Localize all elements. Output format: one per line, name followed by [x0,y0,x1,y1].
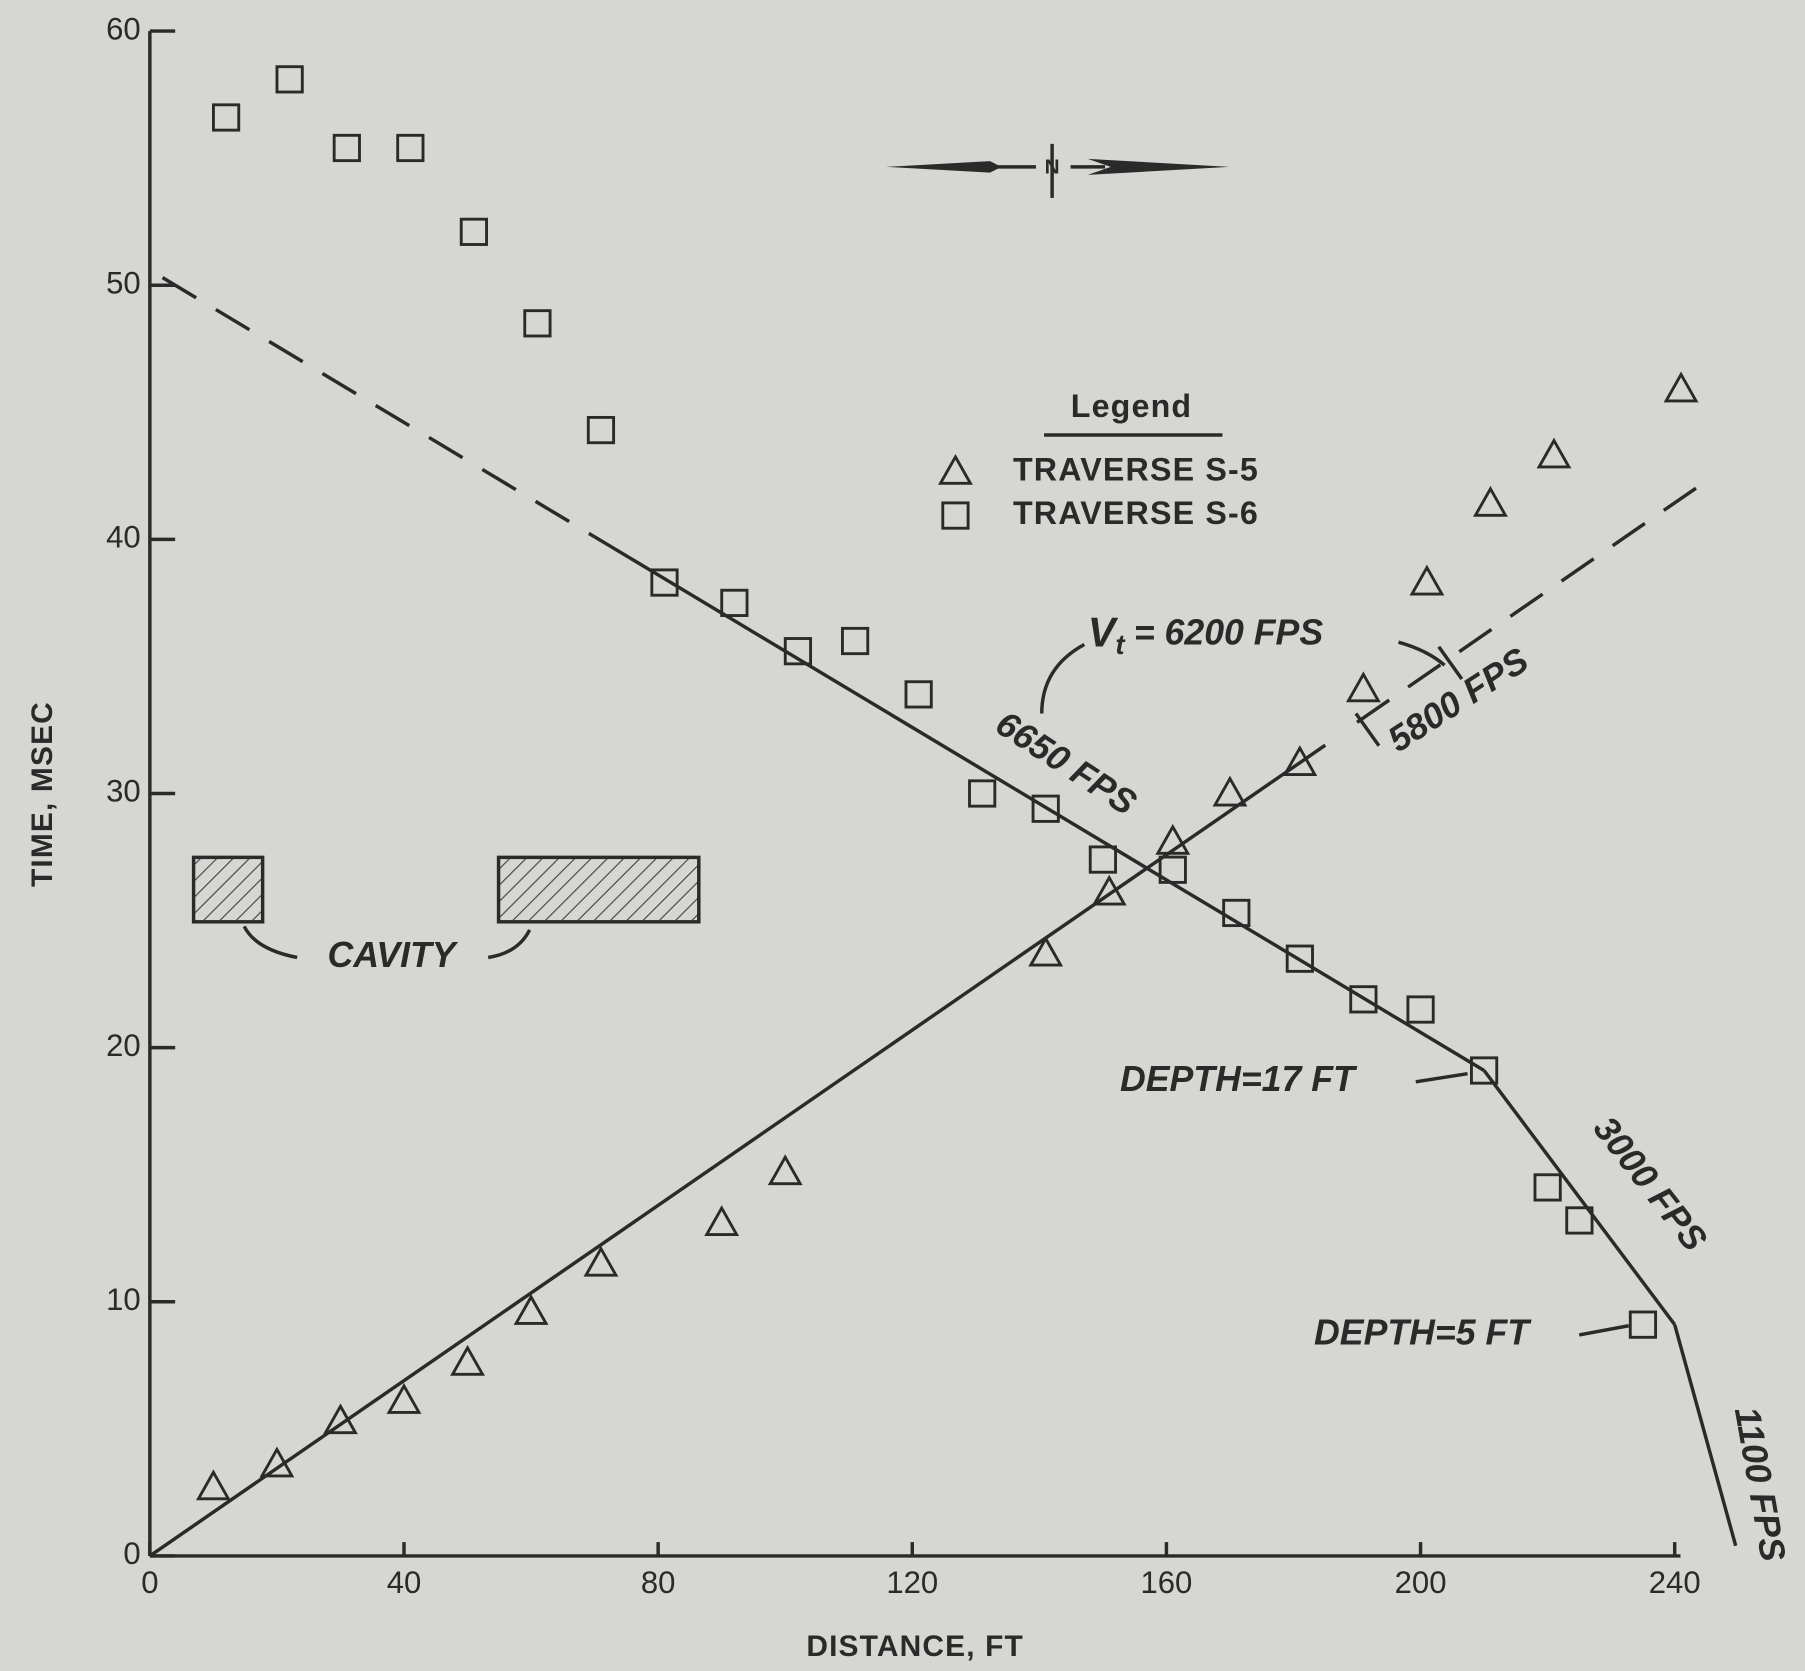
square-marker [523,309,552,338]
y-tick-label: 20 [106,1028,141,1063]
annotation: DEPTH=5 FT [1314,1312,1532,1352]
x-tick-label: 40 [387,1565,422,1600]
square-marker [1565,1206,1594,1235]
x-tick-label: 160 [1141,1565,1193,1600]
fit-line [1356,479,1708,724]
y-tick-label: 0 [123,1536,140,1571]
square-marker [904,680,933,709]
y-axis-title: TIME, MSEC [26,701,59,887]
triangle-marker [450,1344,485,1376]
triangle-marker [704,1205,740,1236]
annotation: 1100 FPS [1727,1404,1794,1565]
triangle-marker [1155,823,1191,855]
legend-title: Legend [1071,388,1192,424]
square-marker [783,637,813,666]
x-tick-label: 200 [1395,1565,1447,1600]
triangle-marker [386,1383,422,1414]
north-arrow: N [886,143,1230,198]
y-tick-label: 40 [106,520,141,555]
square-marker [1088,845,1117,874]
triangle-marker [323,1403,358,1435]
velocity-subscript: t [1115,629,1126,660]
legend-label: TRAVERSE S-5 [1013,451,1259,487]
triangle-marker [1282,745,1318,776]
y-tick-label: 10 [106,1282,141,1317]
square-marker [1628,1310,1658,1339]
triangle-marker [767,1154,803,1186]
triangle-marker [259,1446,295,1478]
fit-line [593,535,1485,1072]
y-tick-label: 60 [106,11,141,46]
cavity-box [496,855,701,924]
triangle-marker [1663,371,1699,403]
triangle-marker [513,1294,549,1325]
square-marker [650,568,679,597]
square-marker [1406,995,1435,1024]
square-marker [1222,898,1251,928]
square-marker [1533,1173,1562,1202]
y-tick-label: 30 [106,774,141,809]
triangle-marker [1536,437,1572,469]
cavity-box [191,855,265,924]
square-marker [841,626,870,656]
arrow [1040,642,1086,714]
square-marker [586,415,616,445]
square-marker [1158,855,1187,884]
triangle-marker [583,1245,619,1277]
annotation: 6650 FPS [989,703,1144,823]
legend-marker [941,501,970,530]
triangle-marker [1028,935,1064,967]
square-marker [1031,794,1060,823]
fit-line [1673,1324,1738,1547]
annotation: 5800 FPS [1381,640,1536,760]
x-tick-label: 80 [641,1565,676,1600]
square-marker [1285,944,1314,973]
square-marker [1470,1056,1499,1085]
x-axis-title: DISTANCE, FT [806,1630,1024,1663]
square-marker [212,103,241,132]
arrow [1415,1072,1468,1084]
x-tick-label: 240 [1649,1565,1701,1600]
annotation: DEPTH=17 FT [1120,1059,1358,1099]
velocity-label: Vt = 6200 FPS [1088,609,1324,660]
fit-line [1482,1069,1677,1326]
north-label: N [1045,155,1060,178]
arrow [1578,1324,1629,1337]
tick-marker [1354,712,1381,747]
velocity-symbol: V [1088,609,1119,655]
arrow [1398,640,1446,667]
square-marker [720,588,749,617]
y-tick-label: 50 [106,265,141,300]
annotation: 3000 FPS [1586,1109,1715,1259]
square-marker [1349,985,1378,1014]
square-marker [396,133,425,163]
triangle-marker [1091,874,1127,906]
square-marker [275,65,304,94]
velocity-text: = 6200 FPS [1134,613,1324,653]
x-tick-label: 120 [886,1565,938,1600]
triangle-marker [1345,671,1381,703]
legend-label: TRAVERSE S-6 [1013,495,1259,531]
square-marker [332,133,361,163]
arrow [242,925,298,960]
triangle-marker [1409,564,1445,596]
square-marker [968,779,997,808]
legend-marker [938,453,973,485]
annotation: CAVITY [327,935,458,975]
triangle-marker [1212,775,1248,807]
tick-marker [1437,645,1464,680]
triangle-marker [195,1469,231,1501]
square-marker [459,217,488,246]
fit-line [148,743,1327,1558]
arrow [487,929,532,960]
triangle-marker [1473,485,1508,517]
fit-line [161,276,596,539]
x-tick-label: 0 [141,1565,158,1600]
